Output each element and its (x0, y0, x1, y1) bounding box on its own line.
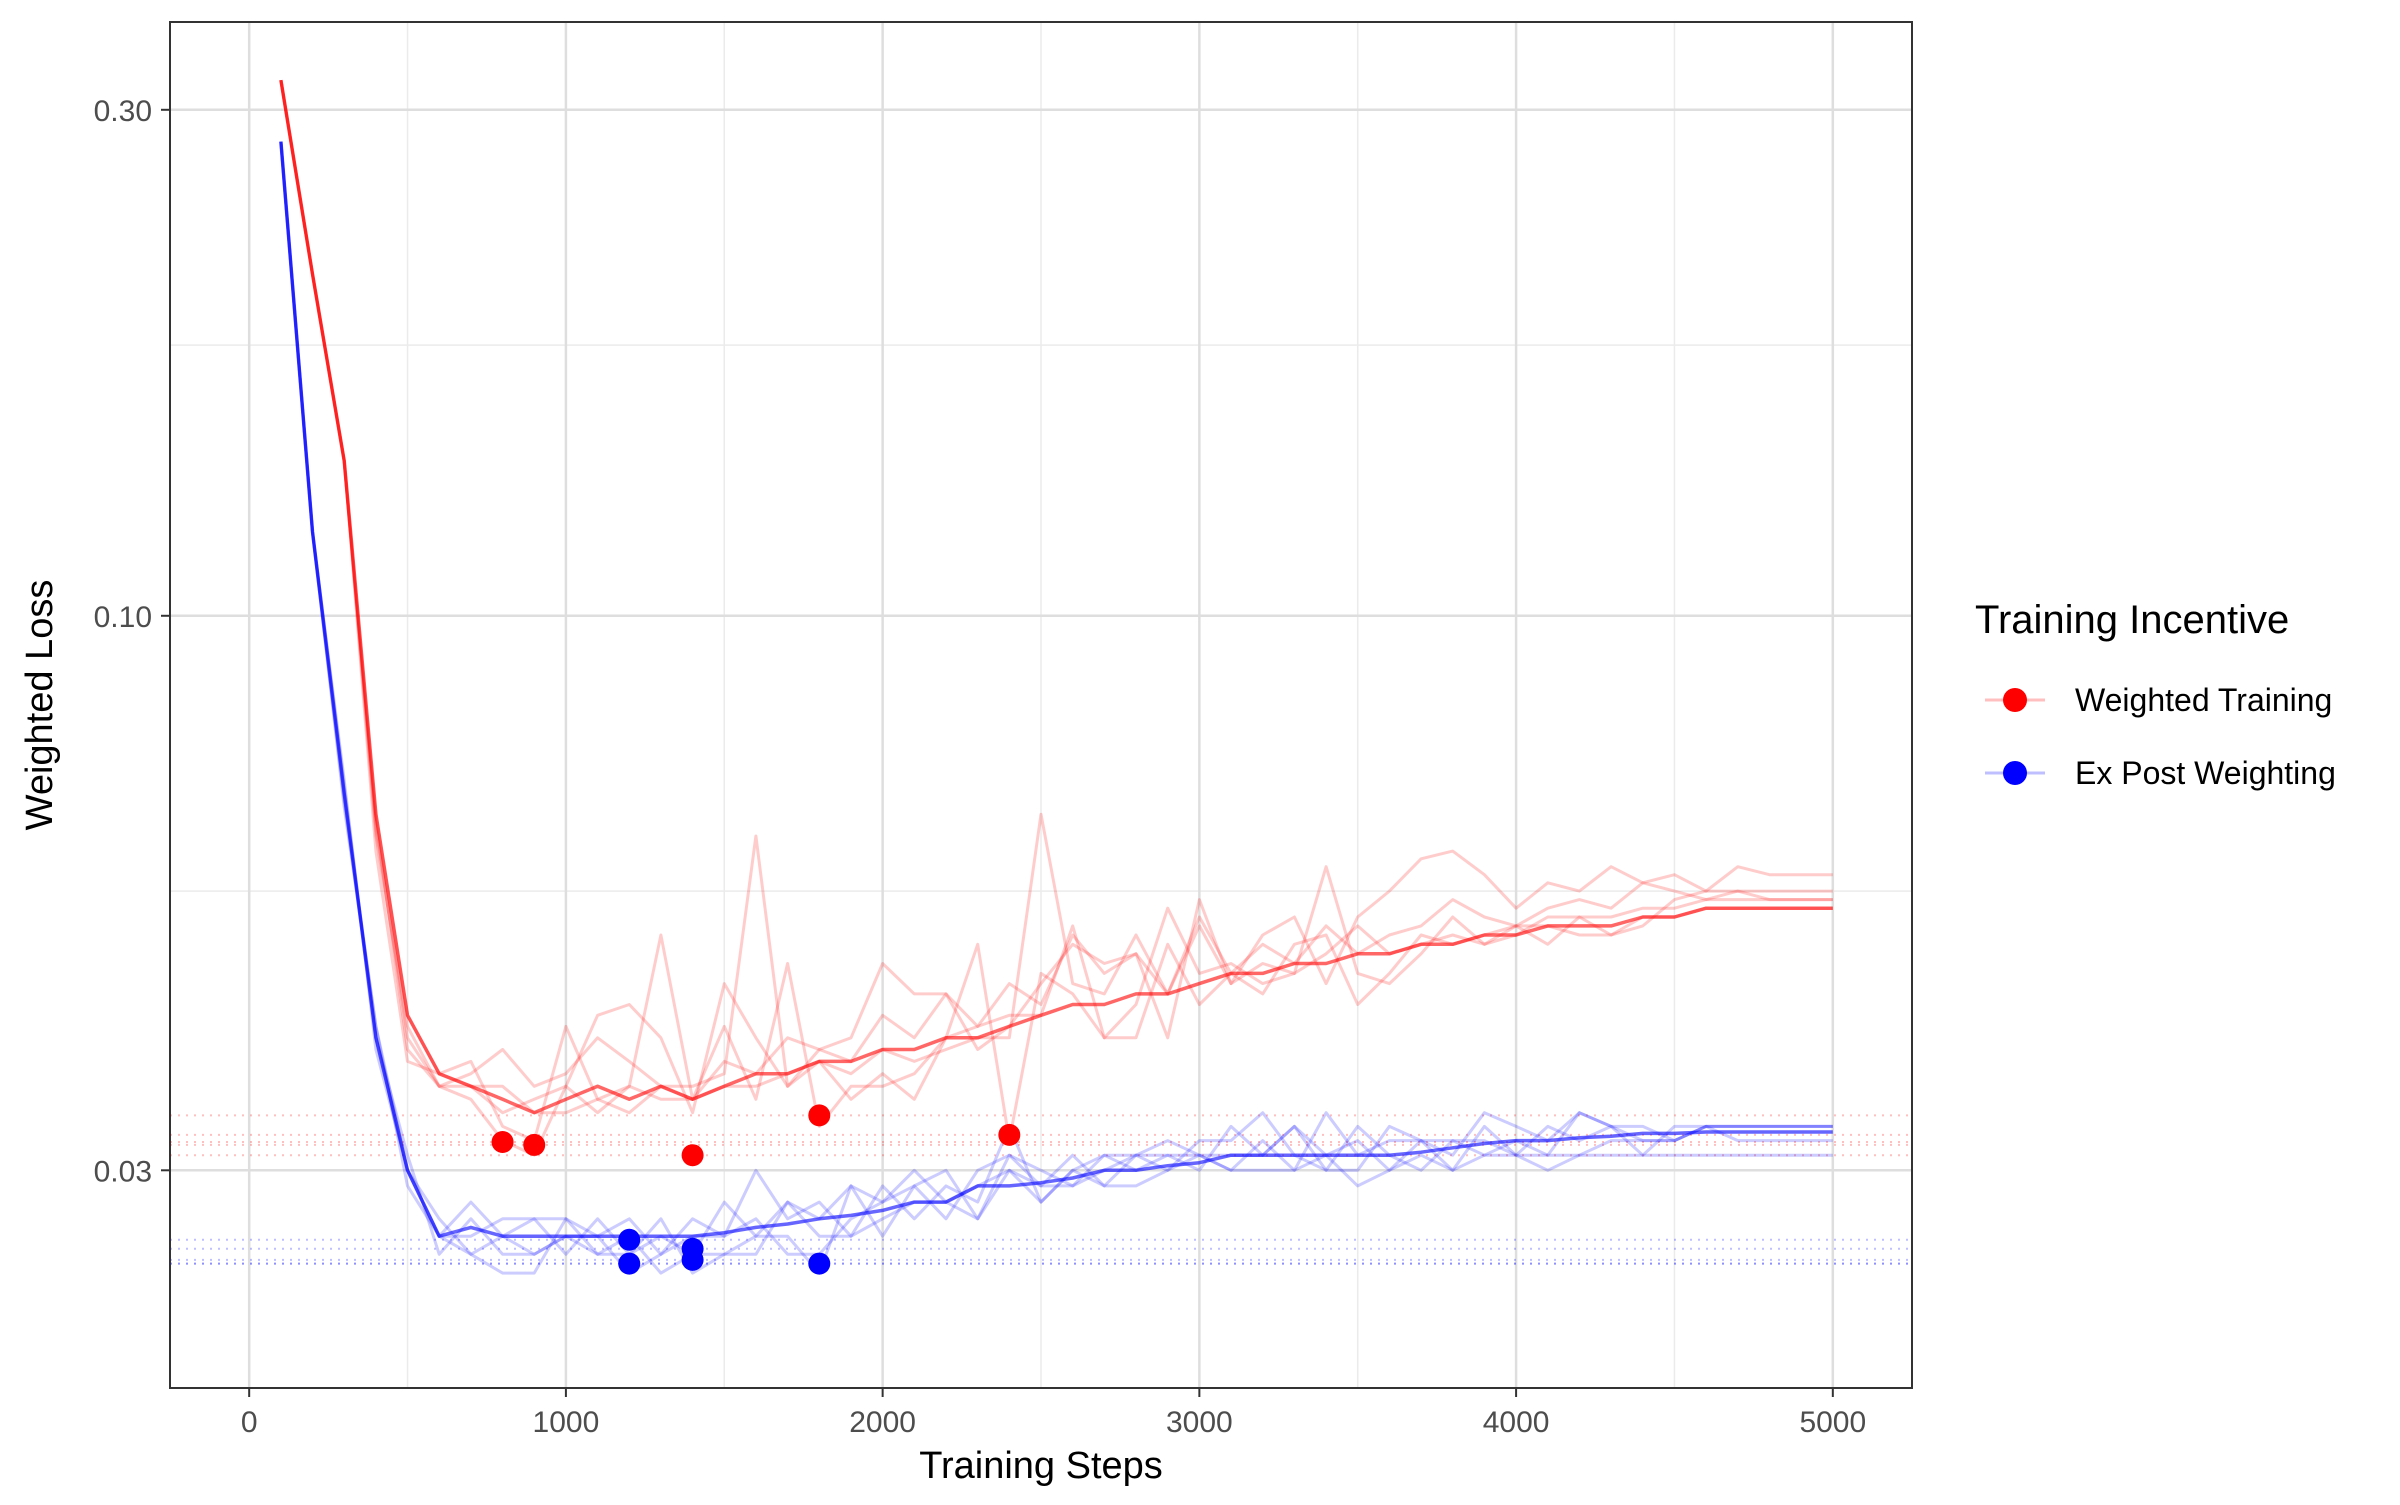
ex-post-weighting-run-line (279, 141, 1833, 1275)
minimum-point (681, 1248, 704, 1271)
axes: 0 1000 2000 3000 4000 5000 0.03 0.10 0.30 (94, 95, 1867, 1439)
weighted-training-mean-line (279, 79, 1833, 1115)
legend: Training Incentive Weighted Training Ex P… (1975, 598, 2336, 791)
grid (170, 22, 1912, 1388)
minimum-point (618, 1228, 641, 1251)
x-axis-title: Training Steps (919, 1445, 1163, 1487)
minimum-point (618, 1252, 641, 1275)
minimum-point (523, 1133, 546, 1156)
minimum-point (998, 1123, 1021, 1146)
x-tick-label: 2000 (849, 1406, 916, 1439)
x-tick-label: 1000 (533, 1406, 600, 1439)
weighted-training-run-line (279, 79, 1833, 1101)
y-tick-label: 0.03 (94, 1155, 152, 1188)
plot-panel-border (169, 21, 1913, 1389)
x-tick-label: 5000 (1799, 1406, 1866, 1439)
ex-post-weighting-run-line (279, 141, 1833, 1275)
legend-title: Training Incentive (1975, 598, 2289, 642)
y-axis-title: Weighted Loss (19, 580, 61, 831)
weighted-training-run-line (279, 79, 1833, 1143)
y-tick-label: 0.10 (94, 601, 152, 634)
minimum-point (808, 1104, 831, 1127)
minimum-point (491, 1131, 514, 1154)
ex-post-weighting-run-line (279, 141, 1833, 1275)
weighted-training-run-line (279, 79, 1833, 1143)
minimum-point (681, 1144, 704, 1167)
legend-label: Ex Post Weighting (2075, 755, 2336, 791)
ex-post-weighting-run-line (279, 141, 1833, 1256)
legend-entries: Weighted Training Ex Post Weighting (1985, 682, 2336, 791)
ex-post-weighting-run-line (279, 141, 1833, 1275)
weighted-training-run-line (279, 79, 1833, 1115)
legend-key-point (2003, 761, 2027, 785)
series-lines (170, 79, 1912, 1275)
legend-key-point (2003, 688, 2027, 712)
ex-post-weighting-mean-line (279, 141, 1833, 1238)
minimum-markers (491, 1104, 1021, 1275)
x-tick-label: 0 (241, 1406, 258, 1439)
legend-label: Weighted Training (2075, 682, 2332, 718)
y-tick-label: 0.30 (94, 95, 152, 128)
minimum-point (808, 1252, 831, 1275)
x-tick-label: 3000 (1166, 1406, 1233, 1439)
x-tick-label: 4000 (1483, 1406, 1550, 1439)
